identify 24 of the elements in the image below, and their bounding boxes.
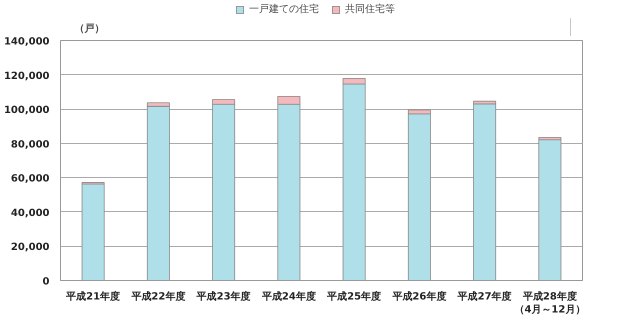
- y-tick-label: 100,000: [4, 105, 50, 116]
- bar: [408, 113, 431, 280]
- x-tick-label: 平成25年度: [326, 290, 382, 302]
- x-tick-label: 平成21年度: [65, 290, 120, 302]
- x-tick-label: 平成23年度: [196, 290, 251, 302]
- x-tick-label: 平成28年度（4月～12月）: [514, 290, 586, 316]
- legend-label: 共同住宅等: [345, 2, 395, 16]
- bar: [538, 139, 562, 280]
- y-tick-label: 0: [42, 276, 50, 288]
- bar: [82, 184, 105, 280]
- y-tick-label: 80,000: [10, 139, 50, 150]
- x-tick-label: 平成26年度: [391, 290, 446, 302]
- bar: [146, 106, 170, 280]
- bar: [473, 104, 496, 280]
- x-tick-label: 平成27年度: [456, 290, 512, 302]
- x-tick-label: 平成24年度: [260, 290, 316, 302]
- y-tick-label: 40,000: [10, 208, 50, 219]
- legend-label: 一戸建ての住宅: [249, 2, 319, 16]
- y-tick-label: 60,000: [10, 174, 50, 185]
- y-axis-title: （戸）: [74, 24, 104, 34]
- x-tick-label: 平成22年度: [130, 290, 186, 302]
- y-tick-label: 140,000: [4, 36, 50, 48]
- y-tick-label: 20,000: [10, 242, 50, 254]
- y-tick-label: 120,000: [4, 70, 50, 82]
